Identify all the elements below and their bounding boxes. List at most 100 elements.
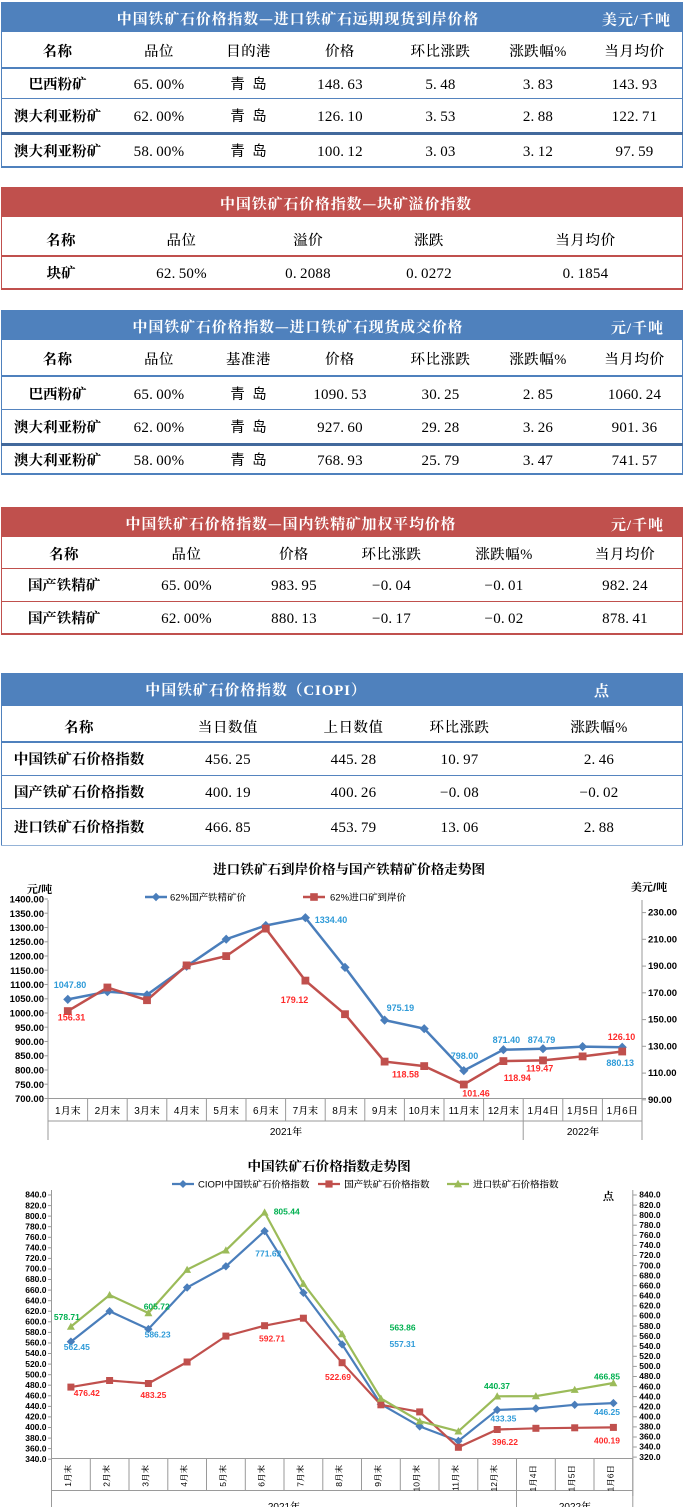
svg-text:880.13: 880.13 xyxy=(606,1056,634,1069)
svg-text:660.0: 660.0 xyxy=(25,1284,47,1296)
svg-text:1100.00: 1100.00 xyxy=(10,977,44,991)
svg-text:760.0: 760.0 xyxy=(25,1231,47,1243)
svg-text:640.0: 640.0 xyxy=(25,1294,47,1306)
svg-text:586.23: 586.23 xyxy=(145,1328,171,1340)
svg-text:620.0: 620.0 xyxy=(25,1305,47,1317)
svg-text:190.00: 190.00 xyxy=(648,958,677,972)
svg-text:975.19: 975.19 xyxy=(387,1001,415,1014)
svg-text:101.46: 101.46 xyxy=(462,1087,490,1100)
svg-text:780.0: 780.0 xyxy=(639,1219,661,1231)
svg-text:2022年: 2022年 xyxy=(559,1498,591,1507)
svg-text:850.00: 850.00 xyxy=(15,1048,44,1062)
svg-text:500.0: 500.0 xyxy=(25,1368,47,1380)
svg-text:8月末: 8月末 xyxy=(332,1102,358,1117)
svg-text:660.0: 660.0 xyxy=(639,1279,661,1291)
svg-text:780.0: 780.0 xyxy=(25,1220,47,1232)
svg-text:440.37: 440.37 xyxy=(484,1380,510,1392)
svg-text:8月末: 8月末 xyxy=(333,1465,345,1487)
svg-text:640.0: 640.0 xyxy=(639,1290,661,1302)
svg-text:750.00: 750.00 xyxy=(15,1077,44,1091)
svg-text:600.0: 600.0 xyxy=(639,1310,661,1322)
svg-text:1400.00: 1400.00 xyxy=(10,892,44,906)
svg-text:700.00: 700.00 xyxy=(15,1091,44,1105)
svg-text:美元/吨: 美元/吨 xyxy=(631,879,667,895)
svg-text:800.0: 800.0 xyxy=(25,1210,47,1222)
svg-text:771.62: 771.62 xyxy=(255,1247,281,1259)
svg-text:1150.00: 1150.00 xyxy=(10,963,44,977)
svg-text:5月末: 5月末 xyxy=(217,1465,229,1487)
svg-text:1050.00: 1050.00 xyxy=(10,991,44,1005)
svg-text:874.79: 874.79 xyxy=(528,1033,556,1046)
svg-text:1300.00: 1300.00 xyxy=(10,920,44,934)
svg-text:800.00: 800.00 xyxy=(15,1063,44,1077)
svg-text:元/吨: 元/吨 xyxy=(27,881,52,897)
svg-text:130.00: 130.00 xyxy=(648,1038,677,1052)
svg-text:1月4日: 1月4日 xyxy=(527,1102,558,1117)
svg-text:900.00: 900.00 xyxy=(15,1034,44,1048)
svg-text:119.47: 119.47 xyxy=(526,1062,553,1075)
svg-text:620.0: 620.0 xyxy=(639,1300,661,1312)
svg-text:340.0: 340.0 xyxy=(639,1441,661,1453)
svg-text:820.0: 820.0 xyxy=(25,1199,47,1211)
svg-text:2022年: 2022年 xyxy=(567,1123,599,1138)
svg-text:460.0: 460.0 xyxy=(25,1390,47,1402)
svg-text:840.0: 840.0 xyxy=(25,1189,47,1201)
svg-text:800.0: 800.0 xyxy=(639,1209,661,1221)
svg-text:760.0: 760.0 xyxy=(639,1229,661,1241)
svg-text:320.0: 320.0 xyxy=(639,1451,661,1463)
svg-text:740.0: 740.0 xyxy=(25,1242,47,1254)
svg-text:1月6日: 1月6日 xyxy=(604,1465,616,1491)
svg-text:700.0: 700.0 xyxy=(639,1259,661,1271)
svg-text:440.0: 440.0 xyxy=(639,1390,661,1402)
svg-text:210.00: 210.00 xyxy=(648,931,677,945)
svg-text:110.00: 110.00 xyxy=(648,1065,677,1079)
svg-text:420.0: 420.0 xyxy=(639,1400,661,1412)
svg-text:10月末: 10月末 xyxy=(411,1465,423,1492)
svg-text:950.00: 950.00 xyxy=(15,1020,44,1034)
svg-text:805.44: 805.44 xyxy=(274,1205,300,1217)
svg-text:1月6日: 1月6日 xyxy=(607,1102,638,1117)
svg-text:118.94: 118.94 xyxy=(504,1071,531,1084)
svg-text:5月末: 5月末 xyxy=(213,1102,239,1117)
svg-text:871.40: 871.40 xyxy=(493,1033,521,1046)
svg-text:230.00: 230.00 xyxy=(648,905,677,919)
svg-text:520.0: 520.0 xyxy=(639,1350,661,1362)
svg-text:740.0: 740.0 xyxy=(639,1239,661,1251)
svg-text:540.0: 540.0 xyxy=(639,1340,661,1352)
svg-text:1350.00: 1350.00 xyxy=(10,906,44,920)
svg-text:7月末: 7月末 xyxy=(293,1102,319,1117)
svg-text:126.10: 126.10 xyxy=(608,1030,636,1043)
svg-text:440.0: 440.0 xyxy=(25,1400,47,1412)
svg-text:4月末: 4月末 xyxy=(178,1465,190,1487)
svg-text:9月末: 9月末 xyxy=(372,1465,384,1487)
svg-text:1月5日: 1月5日 xyxy=(567,1102,598,1117)
svg-text:179.12: 179.12 xyxy=(281,993,309,1006)
svg-text:90.00: 90.00 xyxy=(648,1092,672,1106)
svg-text:560.0: 560.0 xyxy=(25,1337,47,1349)
svg-text:480.0: 480.0 xyxy=(639,1370,661,1382)
svg-text:400.0: 400.0 xyxy=(25,1421,47,1433)
svg-text:3月末: 3月末 xyxy=(139,1465,151,1487)
svg-text:500.0: 500.0 xyxy=(639,1360,661,1372)
svg-text:562.45: 562.45 xyxy=(64,1341,90,1353)
svg-text:480.0: 480.0 xyxy=(25,1379,47,1391)
svg-text:580.0: 580.0 xyxy=(639,1320,661,1332)
svg-text:578.71: 578.71 xyxy=(54,1311,80,1323)
svg-text:中国铁矿石价格指数走势图: 中国铁矿石价格指数走势图 xyxy=(247,1155,410,1175)
svg-text:840.0: 840.0 xyxy=(639,1189,661,1201)
svg-text:522.69: 522.69 xyxy=(325,1371,351,1383)
svg-text:540.0: 540.0 xyxy=(25,1347,47,1359)
svg-text:CIOPI中国铁矿石价格指数: CIOPI中国铁矿石价格指数 xyxy=(198,1177,310,1191)
svg-text:720.0: 720.0 xyxy=(25,1252,47,1264)
svg-text:433.35: 433.35 xyxy=(490,1412,516,1424)
svg-text:118.58: 118.58 xyxy=(392,1068,419,1081)
svg-text:4月末: 4月末 xyxy=(174,1102,200,1117)
svg-text:3月末: 3月末 xyxy=(134,1102,160,1117)
svg-text:420.0: 420.0 xyxy=(25,1411,47,1423)
svg-text:2021年: 2021年 xyxy=(268,1498,300,1507)
svg-text:1000.00: 1000.00 xyxy=(10,1006,44,1020)
svg-text:400.19: 400.19 xyxy=(594,1435,620,1447)
svg-text:1047.80: 1047.80 xyxy=(54,978,87,991)
svg-text:点: 点 xyxy=(602,1188,614,1204)
svg-text:563.86: 563.86 xyxy=(390,1322,416,1334)
